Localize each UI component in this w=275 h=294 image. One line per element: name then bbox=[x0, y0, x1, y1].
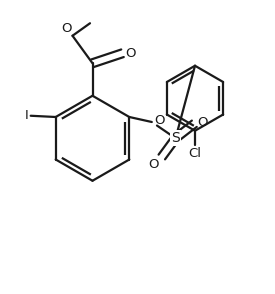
Text: S: S bbox=[171, 131, 180, 145]
Text: O: O bbox=[197, 116, 207, 129]
Text: O: O bbox=[148, 158, 159, 171]
Text: Cl: Cl bbox=[188, 146, 202, 160]
Text: I: I bbox=[25, 109, 29, 122]
Text: O: O bbox=[61, 21, 71, 34]
Text: O: O bbox=[125, 47, 136, 60]
Text: O: O bbox=[154, 114, 164, 127]
